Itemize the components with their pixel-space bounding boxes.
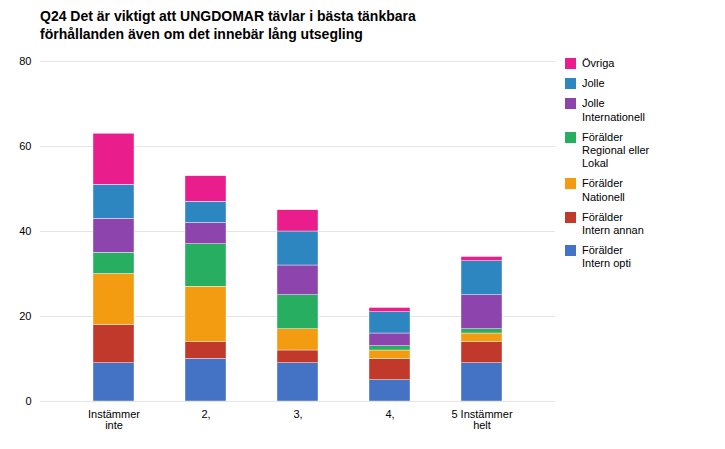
svg-text:Instämmerinte: Instämmerinte <box>88 408 140 431</box>
svg-text:20: 20 <box>19 310 31 322</box>
html-text:Övriga: Övriga <box>582 57 615 69</box>
svg-text:40: 40 <box>19 225 31 237</box>
html-text:Förälder Intern annan: Förälder Intern annan <box>582 210 644 236</box>
svg-text:4,: 4, <box>385 408 394 420</box>
svg-text:2,: 2, <box>201 408 210 420</box>
html-text:Förälder Intern opti: Förälder Intern opti <box>582 244 631 270</box>
svg-text:5 Instämmerhelt: 5 Instämmerhelt <box>451 408 512 431</box>
html-text:Förälder Regional eller Lokal: Förälder Regional eller Lokal <box>582 130 650 170</box>
svg-text:3,: 3, <box>293 408 302 420</box>
html-text:Jolle: Jolle <box>582 77 605 90</box>
svg-text:0: 0 <box>25 395 31 407</box>
html-text:Förälder Nationell: Förälder Nationell <box>582 177 625 203</box>
svg-text:60: 60 <box>19 140 31 152</box>
html-text:Jolle Internationell: Jolle Internationell <box>582 97 645 123</box>
html-text:Q24 Det är viktigt att UNGDOMA: Q24 Det är viktigt att UNGDOMAR tävlar i… <box>40 8 416 42</box>
svg-text:80: 80 <box>19 55 31 67</box>
